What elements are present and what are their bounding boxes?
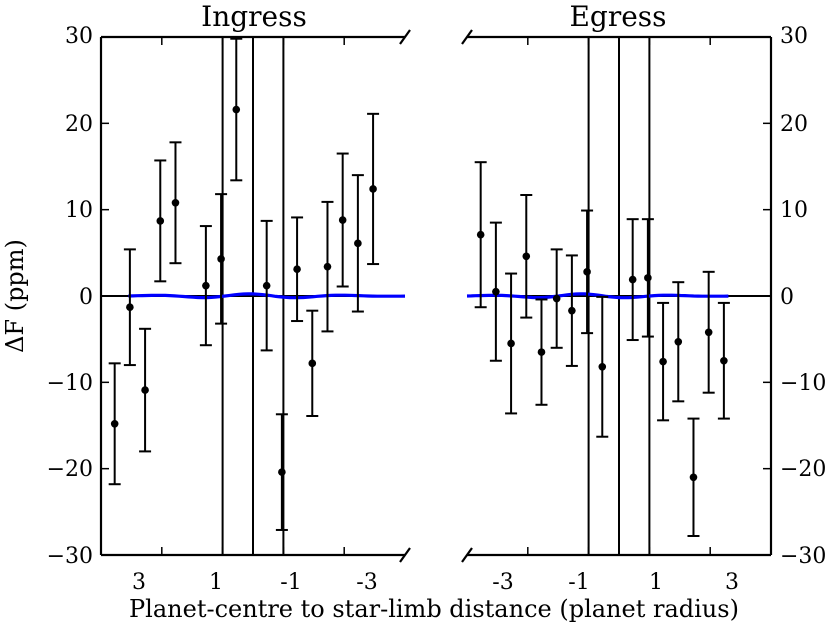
- ingress-data-point: [278, 468, 286, 476]
- left-ytick-label: −20: [47, 457, 93, 482]
- egress-data-point: [537, 348, 546, 356]
- left-ytick-label: 10: [65, 198, 93, 223]
- right-ytick-labels: 30 20 10 0 −10 −20 −30: [780, 24, 826, 569]
- right-ytick-label: 30: [780, 24, 808, 49]
- egress-data-point: [720, 356, 728, 365]
- ingress-data-point: [338, 216, 347, 224]
- egress-xtick-label: -1: [568, 570, 589, 595]
- egress-data-point: [689, 473, 698, 482]
- ingress-data-point: [202, 281, 210, 290]
- y-axis-label: ΔF (ppm): [1, 239, 29, 353]
- ingress-xtick-label: -3: [356, 570, 377, 595]
- ingress-data-point: [308, 359, 317, 368]
- egress-data-point: [476, 230, 485, 239]
- egress-data-point: [704, 328, 713, 337]
- ingress-axis-break-mark: [399, 29, 411, 45]
- ingress-data-point: [171, 198, 180, 207]
- left-ytick-label: 0: [79, 285, 93, 310]
- egress-axis-break-mark: [461, 29, 473, 45]
- ingress-data-point: [354, 239, 362, 248]
- right-ytick-label: 10: [780, 198, 808, 223]
- egress-data-point: [644, 274, 652, 282]
- egress-xtick-label: 3: [725, 570, 739, 595]
- egress-data-point: [583, 268, 591, 276]
- ingress-title: Ingress: [201, 0, 307, 33]
- ingress-data-point: [262, 281, 271, 290]
- left-ytick-label: −10: [47, 371, 93, 396]
- ingress-xtick-label: 3: [132, 570, 146, 595]
- egress-axis-break-mark: [461, 547, 473, 563]
- egress-data-point: [628, 275, 637, 284]
- left-ytick-labels: 30 20 10 0 −10 −20 −30: [47, 24, 93, 569]
- ingress-data-point: [141, 386, 149, 394]
- x-axis-label: Planet-centre to star-limb distance (pla…: [129, 595, 739, 623]
- egress-data-point: [659, 357, 667, 366]
- egress-panel: [461, 29, 773, 563]
- egress-xtick-labels: -3 -1 1 3: [492, 570, 739, 595]
- ingress-data-point: [369, 185, 377, 193]
- right-ytick-label: −30: [780, 544, 826, 569]
- right-ytick-label: 0: [780, 285, 794, 310]
- ingress-data-point: [156, 217, 165, 225]
- ingress-xtick-label: -1: [280, 570, 301, 595]
- ingress-data-point: [110, 419, 119, 428]
- ingress-axis-break-mark: [399, 547, 411, 563]
- egress-data-point: [568, 306, 576, 315]
- ingress-xtick-labels: 3 1 -1 -3: [132, 570, 378, 595]
- right-ytick-label: −10: [780, 371, 826, 396]
- egress-data-point: [598, 362, 607, 371]
- right-ytick-label: −20: [780, 457, 826, 482]
- egress-data-point: [552, 294, 561, 303]
- right-ytick-label: 20: [780, 112, 808, 137]
- egress-data-point: [507, 339, 515, 348]
- egress-xtick-label: 1: [649, 570, 663, 595]
- egress-title: Egress: [569, 0, 666, 33]
- egress-data-point: [492, 287, 500, 296]
- ingress-xtick-label: 1: [209, 570, 223, 595]
- ingress-data-point: [232, 105, 241, 114]
- ingress-data-point: [126, 303, 134, 312]
- ingress-panel: [99, 29, 411, 563]
- ingress-data-point: [217, 255, 225, 263]
- ingress-data-point: [323, 262, 332, 271]
- left-ytick-label: 20: [65, 112, 93, 137]
- egress-data-point: [522, 252, 531, 261]
- left-ytick-label: 30: [65, 24, 93, 49]
- egress-data-point: [674, 337, 683, 346]
- egress-xtick-label: -3: [492, 570, 513, 595]
- ingress-data-point: [293, 265, 301, 274]
- left-ytick-label: −30: [47, 544, 93, 569]
